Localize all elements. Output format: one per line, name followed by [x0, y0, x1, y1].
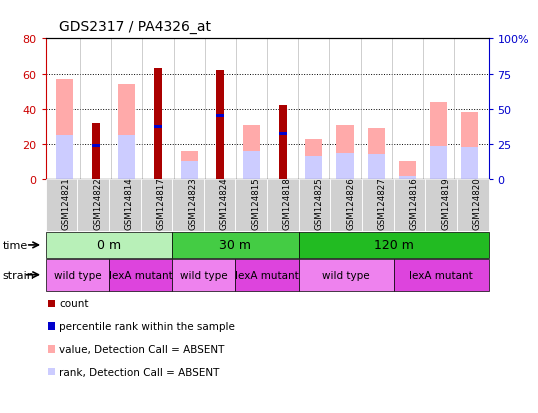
Text: wild type: wild type [322, 270, 370, 280]
Bar [154, 126, 162, 128]
Text: GSM124819: GSM124819 [441, 177, 450, 229]
Bar [399, 162, 416, 180]
Bar [399, 176, 416, 180]
Text: GSM124824: GSM124824 [220, 177, 229, 229]
Text: GSM124814: GSM124814 [125, 177, 134, 229]
Text: 0 m: 0 m [97, 239, 121, 252]
Bar [91, 123, 100, 180]
Bar [56, 80, 73, 180]
Bar [243, 125, 260, 180]
Text: GSM124815: GSM124815 [251, 177, 260, 229]
Bar [305, 139, 322, 180]
Text: value, Detection Call = ABSENT: value, Detection Call = ABSENT [59, 344, 224, 354]
Bar [430, 146, 447, 180]
Bar [243, 152, 260, 180]
Text: GSM124827: GSM124827 [378, 177, 387, 229]
Text: lexA mutant: lexA mutant [109, 270, 173, 280]
Text: strain: strain [3, 270, 34, 280]
Text: wild type: wild type [180, 270, 228, 280]
Bar [181, 152, 198, 180]
Bar [279, 133, 287, 135]
Bar [216, 71, 224, 180]
Bar [118, 136, 136, 180]
Text: GSM124822: GSM124822 [93, 177, 102, 229]
Text: percentile rank within the sample: percentile rank within the sample [59, 321, 235, 331]
Bar [336, 153, 353, 180]
Bar [91, 145, 100, 147]
Bar [461, 148, 478, 180]
Text: wild type: wild type [54, 270, 101, 280]
Text: GSM124825: GSM124825 [315, 177, 323, 229]
Bar [367, 155, 385, 180]
Text: GSM124818: GSM124818 [283, 177, 292, 229]
Bar [216, 115, 224, 118]
Bar [118, 85, 136, 180]
Bar [181, 162, 198, 180]
Text: 120 m: 120 m [374, 239, 414, 252]
Text: GSM124820: GSM124820 [473, 177, 482, 229]
Bar [305, 157, 322, 180]
Bar [461, 113, 478, 180]
Bar [154, 69, 162, 180]
Text: GSM124817: GSM124817 [157, 177, 165, 229]
Text: count: count [59, 299, 89, 309]
Bar [430, 102, 447, 180]
Text: GDS2317 / PA4326_at: GDS2317 / PA4326_at [59, 20, 211, 34]
Text: lexA mutant: lexA mutant [409, 270, 473, 280]
Text: time: time [3, 240, 28, 250]
Text: GSM124821: GSM124821 [61, 177, 70, 229]
Text: GSM124816: GSM124816 [409, 177, 419, 229]
Bar [279, 106, 287, 180]
Bar [56, 136, 73, 180]
Text: GSM124826: GSM124826 [346, 177, 355, 229]
Bar [336, 125, 353, 180]
Bar [367, 129, 385, 180]
Text: 30 m: 30 m [220, 239, 251, 252]
Text: rank, Detection Call = ABSENT: rank, Detection Call = ABSENT [59, 367, 220, 377]
Text: lexA mutant: lexA mutant [235, 270, 299, 280]
Text: GSM124823: GSM124823 [188, 177, 197, 229]
